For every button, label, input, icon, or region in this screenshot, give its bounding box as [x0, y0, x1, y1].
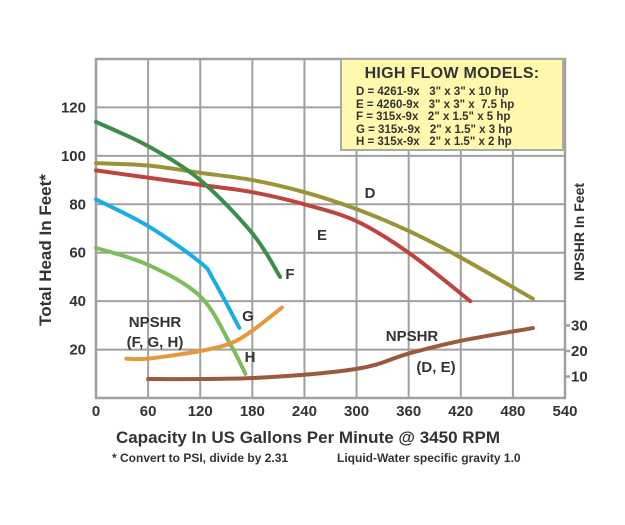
x-tick-label: 60	[140, 403, 157, 420]
curve-label-g: G	[242, 308, 254, 325]
x-tick-label: 300	[344, 403, 369, 420]
footnote-psi: * Convert to PSI, divide by 2.31	[112, 451, 288, 465]
x-tick-label: 480	[500, 403, 525, 420]
y2-axis-title: NPSHR In Feet	[571, 183, 587, 281]
legend-item-g: G = 315x-9x 2" x 1.5" x 3 hp	[356, 123, 513, 136]
x-tick-label: 120	[188, 403, 213, 420]
y-tick-label: 100	[61, 148, 86, 165]
footnote-gravity: Liquid-Water specific gravity 1.0	[337, 451, 521, 465]
curve-label-d: D	[365, 185, 376, 202]
y2-tick-label: 10	[571, 369, 588, 386]
y-tick-label: 120	[61, 99, 86, 116]
x-tick-label: 360	[396, 403, 421, 420]
series-line-npshr-f-g-h	[124, 305, 284, 362]
series-line-f	[94, 119, 283, 279]
series-group	[94, 119, 535, 382]
legend-title: HIGH FLOW MODELS:	[364, 65, 540, 82]
x-tick-label: 540	[552, 403, 577, 420]
y-axis-title: Total Head In Feet*	[36, 174, 55, 326]
npshr-de-label-line1: NPSHR	[386, 328, 439, 345]
x-tick-label: 180	[240, 403, 265, 420]
x-axis-title: Capacity In US Gallons Per Minute @ 3450…	[116, 428, 500, 447]
legend: HIGH FLOW MODELS: D = 4261-9x 3" x 3" x …	[340, 58, 564, 151]
x-tick-label: 0	[92, 403, 100, 420]
legend-item-h: H = 315x-9x 2" x 1.5" x 2 hp	[356, 136, 512, 149]
label-group: 0 60 120 180 240 300 360 420 480 540 20 40 60 80 100 12…	[61, 99, 588, 420]
npshr-de-label-line2: (D, E)	[416, 359, 455, 376]
y-tick-label: 40	[69, 293, 86, 310]
curve-label-e: E	[317, 227, 327, 244]
y-tick-label: 20	[69, 342, 86, 359]
y-tick-label: 80	[69, 196, 86, 213]
legend-item-f: F = 315x-9x 2" x 1.5" x 5 hp	[356, 111, 511, 124]
y2-tick-label: 20	[571, 343, 588, 360]
x-tick-label: 240	[292, 403, 317, 420]
y2-tick-label: 30	[571, 318, 588, 335]
curve-label-f: F	[285, 266, 294, 283]
legend-item-d: D = 4261-9x 3" x 3" x 10 hp	[356, 86, 509, 98]
curve-label-h: H	[245, 349, 256, 366]
legend-items: D = 4261-9x 3" x 3" x 10 hp E = 4260-9x …	[356, 86, 514, 149]
x-tick-label: 420	[448, 403, 473, 420]
series-line-npshr-d-e	[146, 326, 535, 382]
series-line-d	[94, 161, 535, 301]
legend-item-e: E = 4260-9x 3" x 3" x 7.5 hp	[356, 98, 515, 111]
npshr-fgh-label-line1: NPSHR	[129, 314, 182, 331]
npshr-fgh-label-line2: (F, G, H)	[127, 334, 184, 351]
series-line-e	[94, 168, 473, 304]
y-tick-label: 60	[69, 245, 86, 262]
